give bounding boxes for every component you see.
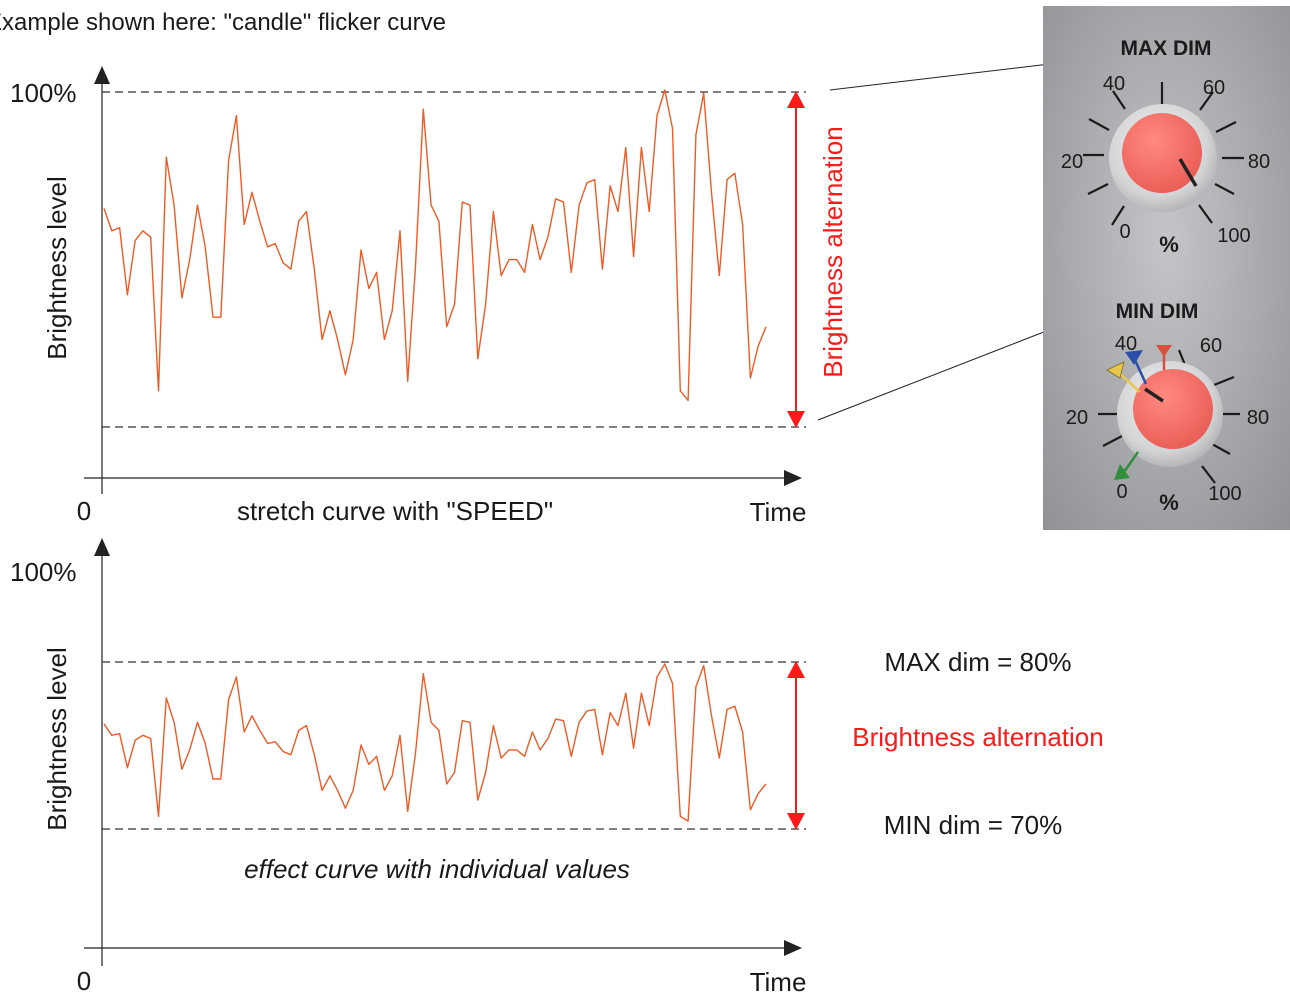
top-x-origin-label: 0 bbox=[77, 496, 91, 526]
min-dim-scale-80: 80 bbox=[1247, 407, 1269, 429]
max-dim-knob: MAX DIM 0 20 40 60 80 100 bbox=[1061, 37, 1270, 257]
bottom-span-arrowhead-down bbox=[787, 813, 805, 830]
min-dim-cap bbox=[1133, 369, 1213, 449]
bottom-flicker-curve bbox=[103, 663, 767, 822]
min-dim-title: MIN DIM bbox=[1116, 300, 1199, 323]
top-y-axis-label: Brightness level bbox=[42, 176, 72, 360]
bottom-y-arrowhead bbox=[94, 538, 110, 556]
min-dim-scale-100: 100 bbox=[1208, 483, 1241, 505]
bottom-plot-line bbox=[103, 663, 767, 822]
max-dim-scale-80: 80 bbox=[1248, 151, 1270, 173]
top-x-arrowhead bbox=[784, 470, 802, 486]
min-dim-yellow-marker bbox=[1106, 361, 1141, 393]
bottom-chart: 100% Brightness level 0 Time effect curv… bbox=[10, 538, 1104, 994]
max-dim-cap bbox=[1122, 113, 1202, 193]
top-span-arrowhead-down bbox=[787, 411, 805, 428]
bottom-effect-note: effect curve with individual values bbox=[244, 854, 630, 884]
dial-photo: MAX DIM 0 20 40 60 80 100 bbox=[1043, 6, 1290, 530]
max-dim-scale-0: 0 bbox=[1119, 221, 1130, 243]
bottom-span-arrowhead-up bbox=[787, 661, 805, 678]
bottom-span-label: Brightness alternation bbox=[852, 722, 1103, 752]
figure-caption: Example shown here: "candle" flicker cur… bbox=[0, 9, 446, 36]
min-dim-scale-ticks bbox=[1098, 349, 1240, 484]
top-x-axis-label: Time bbox=[750, 497, 807, 527]
bottom-x-origin-label: 0 bbox=[77, 966, 91, 994]
max-dim-value-label: MAX dim = 80% bbox=[884, 647, 1071, 677]
min-dim-scale-20: 20 bbox=[1066, 407, 1088, 429]
min-dim-knob: MIN DIM bbox=[1066, 300, 1269, 515]
min-dim-red-marker bbox=[1156, 345, 1172, 370]
top-speed-note: stretch curve with "SPEED" bbox=[237, 496, 553, 526]
max-dim-pointer bbox=[1178, 158, 1198, 187]
min-dim-blue-marker bbox=[1125, 350, 1148, 385]
max-dim-scale-ticks bbox=[1083, 82, 1244, 226]
min-dim-scale-0: 0 bbox=[1116, 481, 1127, 503]
top-chart: 100% Brightness level 0 Time stretch cur… bbox=[10, 57, 1101, 527]
top-span-arrowhead-up bbox=[787, 91, 805, 108]
top-y-arrowhead bbox=[94, 66, 110, 84]
bottom-x-axis-label: Time bbox=[750, 967, 807, 994]
top-y-max-label: 100% bbox=[10, 78, 77, 108]
max-dim-scale-40: 40 bbox=[1103, 73, 1125, 95]
min-dim-value-label: MIN dim = 70% bbox=[884, 810, 1062, 840]
max-dim-scale-20: 20 bbox=[1061, 151, 1083, 173]
min-dim-scale-60: 60 bbox=[1200, 335, 1222, 357]
max-dim-title: MAX DIM bbox=[1121, 37, 1212, 60]
max-dim-scale-60: 60 bbox=[1203, 77, 1225, 99]
top-plot-line bbox=[103, 89, 767, 402]
bottom-y-axis-label: Brightness level bbox=[42, 647, 72, 831]
top-span-label: Brightness alternation bbox=[818, 126, 848, 377]
max-dim-unit: % bbox=[1159, 232, 1179, 257]
min-dim-pointer bbox=[1144, 387, 1164, 403]
min-dim-green-marker bbox=[1114, 451, 1140, 480]
min-dim-unit: % bbox=[1159, 490, 1179, 515]
max-dim-scale-100: 100 bbox=[1217, 225, 1250, 247]
bottom-x-arrowhead bbox=[784, 940, 802, 956]
min-dim-scale-40: 40 bbox=[1115, 333, 1137, 355]
top-flicker-curve bbox=[103, 89, 767, 402]
bottom-y-max-label: 100% bbox=[10, 557, 77, 587]
